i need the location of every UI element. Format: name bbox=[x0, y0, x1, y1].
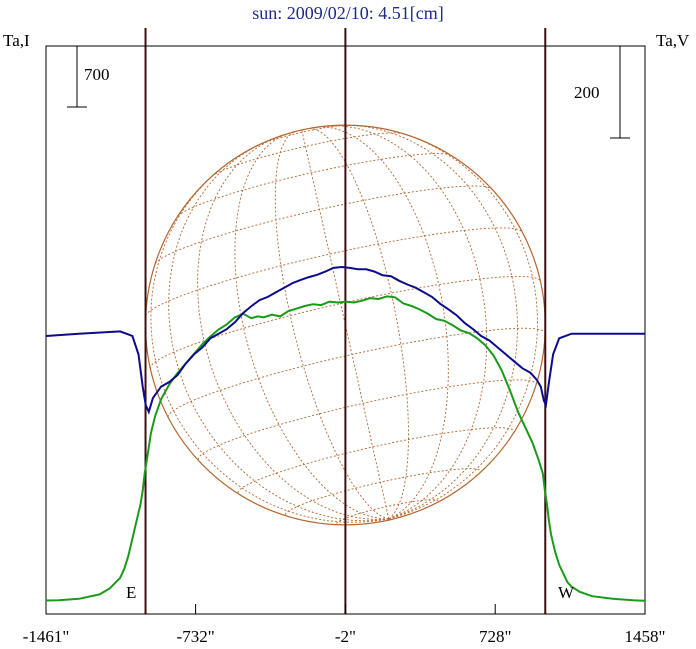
longitude-line bbox=[168, 144, 389, 522]
latitude-line bbox=[154, 185, 492, 264]
longitude-line bbox=[381, 128, 538, 520]
x-tick-label: -1461" bbox=[23, 627, 70, 646]
longitude-line bbox=[301, 130, 390, 520]
x-tick-label: -732" bbox=[177, 627, 215, 646]
ylabel-right: Ta,V bbox=[656, 31, 690, 50]
equator-line bbox=[149, 275, 541, 369]
solar-disk-grid bbox=[144, 124, 546, 526]
vertical-reference-lines bbox=[144, 28, 547, 614]
limb-label-east: E bbox=[126, 583, 136, 602]
limb-label-west: W bbox=[558, 583, 575, 602]
ylabel-left: Ta,I bbox=[3, 31, 30, 50]
longitude-line bbox=[274, 131, 389, 520]
longitude-line bbox=[150, 162, 389, 523]
x-tick-label: 728" bbox=[479, 627, 511, 646]
longitude-line bbox=[346, 124, 518, 520]
scale-bar-left-label: 700 bbox=[84, 65, 110, 84]
latitude-line bbox=[177, 153, 451, 217]
x-tick-label: -2" bbox=[335, 627, 356, 646]
x-tick-label: 1458" bbox=[625, 627, 666, 646]
scale-bar-right: 200 bbox=[574, 45, 630, 139]
scale-bar-right-label: 200 bbox=[574, 83, 600, 102]
x-axis-ticks: -1461" -732" -2" 728" 1458" bbox=[23, 604, 666, 646]
chart-title: sun: 2009/02/10: 4.51[cm] bbox=[252, 3, 444, 23]
latitude-line bbox=[197, 379, 537, 460]
series-line-polarization bbox=[45, 265, 645, 415]
series-line-intensity bbox=[45, 295, 646, 602]
latitude-line bbox=[257, 124, 348, 146]
latitude-line bbox=[211, 132, 403, 177]
scale-bar-left: 700 bbox=[67, 45, 110, 108]
